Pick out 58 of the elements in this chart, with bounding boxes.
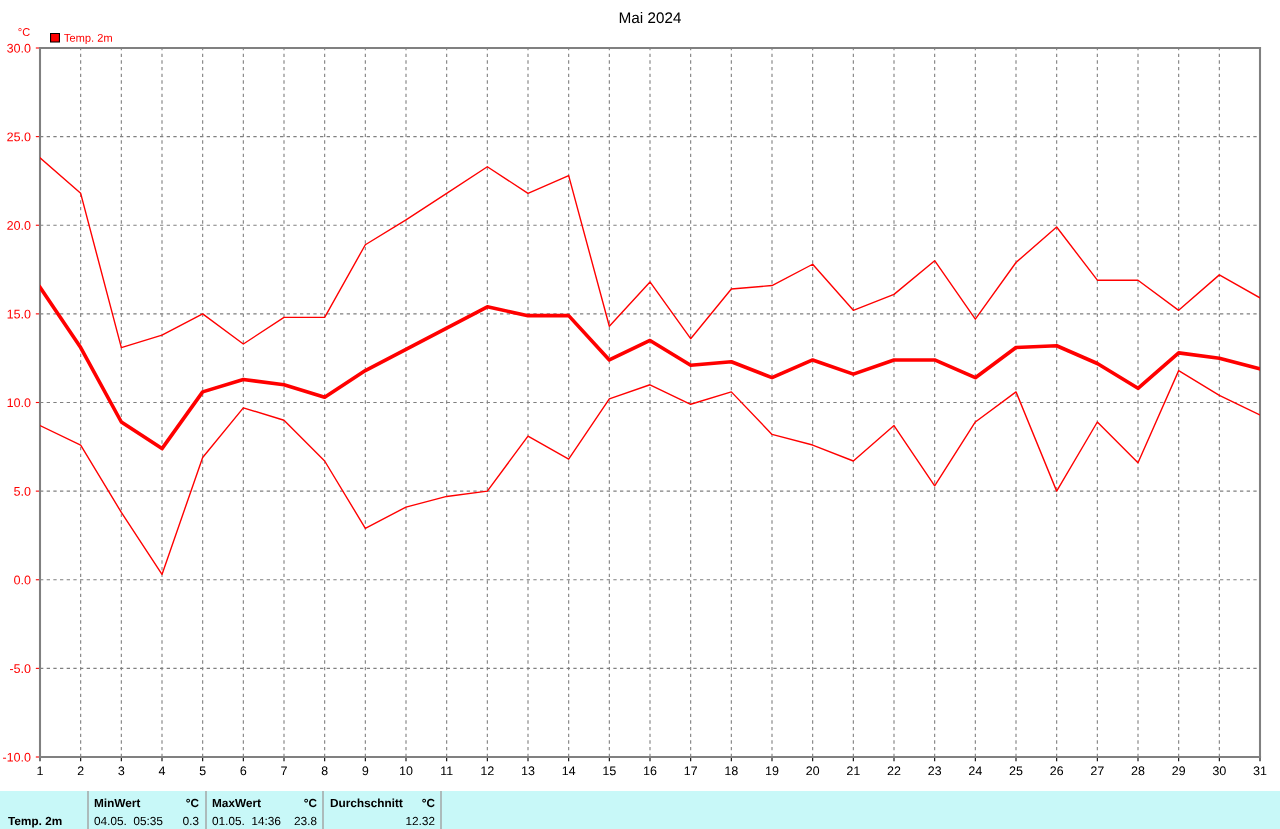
x-tick-label: 21 — [847, 766, 860, 776]
text: °C — [422, 798, 435, 808]
x-tick-label: 1 — [37, 766, 43, 776]
text: 12.32 — [406, 816, 435, 826]
text: 04.05. 05:35 — [94, 816, 163, 826]
text: Temp. 2m — [8, 816, 62, 828]
x-tick-label: 27 — [1091, 766, 1104, 776]
x-tick-label: 17 — [684, 766, 697, 776]
line-series — [40, 285, 1260, 451]
x-tick-label: 3 — [118, 766, 125, 776]
x-tick-label: 26 — [1050, 766, 1064, 776]
x-tick-label: 15 — [603, 766, 616, 776]
line-series — [40, 157, 1260, 349]
x-tick-label: 24 — [969, 766, 982, 776]
x-tick-label: 25 — [1009, 766, 1023, 776]
y-tick-label: -5.0 — [9, 664, 31, 674]
y-tick-label: 30.0 — [7, 43, 31, 53]
text: 0.3 — [183, 816, 199, 826]
x-tick-label: 13 — [522, 766, 535, 776]
chart-title: Mai 2024 — [619, 11, 681, 24]
x-tick-label: 18 — [725, 766, 738, 776]
text: 01.05. 14:36 — [212, 816, 281, 826]
x-tick-label: 4 — [158, 766, 166, 776]
y-axis-title: °C — [18, 28, 30, 36]
x-tick-label: 23 — [928, 766, 942, 776]
x-tick-label: 31 — [1253, 766, 1267, 776]
y-tick-label: 10.0 — [7, 398, 31, 408]
y-tick-label: 20.0 — [7, 221, 31, 230]
y-tick-label: 25.0 — [7, 132, 31, 142]
x-tick-label: 22 — [887, 766, 901, 776]
y-tick-label: -10.0 — [3, 752, 31, 762]
legend-label: Temp. 2m — [64, 33, 112, 44]
x-tick-label: 6 — [240, 766, 247, 776]
x-tick-label: 29 — [1172, 766, 1186, 776]
text: °C — [186, 798, 199, 808]
text: MinWert — [94, 798, 141, 808]
x-tick-label: 7 — [281, 766, 287, 776]
x-tick-label: 5 — [199, 766, 206, 776]
x-tick-label: 20 — [806, 766, 820, 776]
x-tick-label: 16 — [644, 766, 657, 776]
x-tick-label: 9 — [362, 766, 369, 776]
text: °C — [304, 798, 317, 808]
line-series — [40, 369, 1260, 576]
x-tick-label: 8 — [321, 766, 328, 776]
x-tick-label: 2 — [77, 766, 84, 776]
text: MaxWert — [212, 798, 261, 808]
x-tick-label: 19 — [766, 766, 779, 776]
x-tick-label: 30 — [1212, 766, 1226, 776]
text: 23.8 — [294, 816, 317, 826]
y-tick-label: 0.0 — [14, 575, 31, 585]
y-tick-label: 5.0 — [14, 486, 31, 496]
x-tick-label: 14 — [562, 766, 576, 776]
x-tick-label: 28 — [1131, 766, 1145, 776]
text: Durchschnitt — [330, 798, 403, 808]
x-tick-label: 12 — [481, 766, 494, 776]
x-tick-label: 10 — [400, 766, 413, 776]
y-tick-label: 15.0 — [7, 309, 31, 319]
x-tick-label: 11 — [441, 766, 453, 776]
